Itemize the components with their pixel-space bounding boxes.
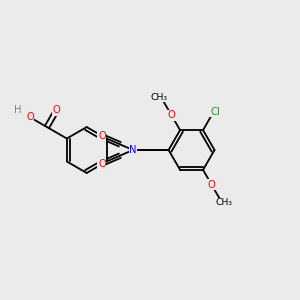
Text: Cl: Cl (211, 106, 220, 117)
Text: O: O (208, 180, 215, 190)
Text: O: O (53, 105, 61, 115)
Text: O: O (98, 131, 106, 142)
Text: O: O (26, 112, 34, 122)
Text: H: H (14, 105, 22, 116)
Text: O: O (168, 110, 175, 120)
Text: CH₃: CH₃ (151, 93, 168, 102)
Text: O: O (98, 158, 106, 169)
Text: CH₃: CH₃ (215, 198, 232, 207)
Text: N: N (129, 145, 137, 155)
